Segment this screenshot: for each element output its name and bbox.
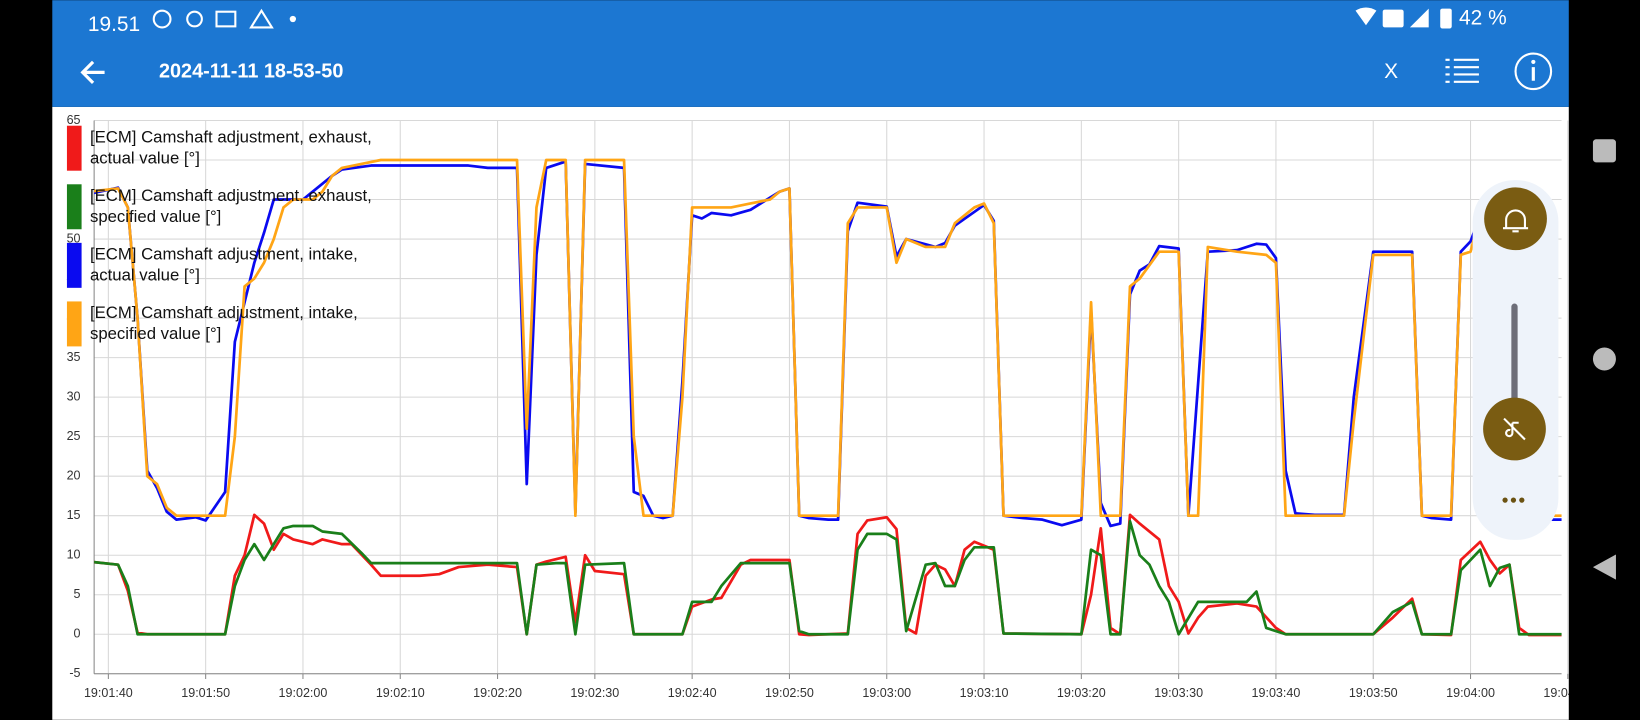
y-tick-label: 15: [67, 508, 81, 522]
x-tick-label: 19:02:10: [376, 686, 425, 700]
x-tick-label: 19:03:00: [862, 686, 911, 700]
y-tick-label: 30: [67, 389, 81, 403]
more-button[interactable]: [1502, 497, 1525, 503]
recents-button[interactable]: [1592, 139, 1616, 163]
y-tick-label: 50: [67, 231, 81, 245]
x-tick-label: 19:01:40: [84, 686, 133, 700]
series-line: [94, 158, 1562, 518]
plot: -50510152025303540455055606519:01:4019:0…: [67, 113, 1593, 700]
app-title: 2024-11-11 18-53-50: [159, 61, 343, 83]
x-tick-label: 19:03:50: [1349, 686, 1398, 700]
y-tick-label: 0: [74, 627, 81, 641]
legend-box: [ECM] Camshaft adjustment, exhaust, actu…: [90, 128, 393, 369]
x-tick-label: 19:03:40: [1252, 686, 1301, 700]
legend-label: [ECM] Camshaft adjustment, intake, actua…: [89, 245, 358, 285]
y-tick-label: -5: [69, 666, 80, 680]
legend-swatch: [66, 125, 82, 171]
x-tick-label: 19:02:40: [668, 686, 717, 700]
y-tick-label: 65: [67, 113, 81, 127]
x-tick-label: 19:03:30: [1154, 686, 1203, 700]
x-tick-label: 19:02:50: [765, 686, 814, 700]
status-right-icons: [1355, 7, 1452, 29]
back-nav-button[interactable]: [1592, 554, 1616, 580]
y-tick-label: 20: [67, 468, 81, 482]
bell-icon: [1502, 209, 1529, 233]
y-tick-label: 35: [67, 350, 81, 364]
app-header: [52, 0, 1569, 107]
status-icons: [152, 8, 274, 29]
x-tick-label: 19:02:00: [279, 686, 328, 700]
close-button[interactable]: X: [1384, 60, 1398, 83]
info-button[interactable]: [1514, 52, 1553, 91]
legend-swatch: [66, 184, 82, 230]
y-tick-label: 10: [67, 548, 81, 562]
x-tick-label: 19:04:00: [1446, 686, 1495, 700]
list-button[interactable]: [1445, 58, 1479, 83]
series-line: [94, 513, 1562, 637]
ring-button[interactable]: [1484, 187, 1547, 251]
x-tick-label: 19:01:50: [181, 686, 230, 700]
series-line: [94, 519, 1562, 636]
status-time: 19.51: [88, 13, 140, 36]
legend-label: [ECM] Camshaft adjustment, intake, speci…: [89, 304, 358, 344]
y-tick-label: 5: [74, 587, 81, 601]
legend-label: [ECM] Camshaft adjustment, exhaust, spec…: [89, 187, 372, 227]
legend-swatch: [66, 301, 82, 347]
legend: [ECM] Camshaft adjustment, exhaust, actu…: [90, 128, 393, 369]
volume-slider[interactable]: [1511, 303, 1518, 419]
battery-level: 42 %: [1459, 7, 1507, 30]
home-button[interactable]: [1592, 347, 1616, 371]
legend-label: [ECM] Camshaft adjustment, exhaust, actu…: [89, 128, 372, 168]
back-button[interactable]: [80, 60, 105, 84]
status-dot: [289, 15, 296, 23]
y-tick-label: 25: [67, 429, 81, 443]
x-tick-label: 19:03:10: [960, 686, 1009, 700]
x-tick-label: 19:03:20: [1057, 686, 1106, 700]
mute-icon: [1503, 417, 1526, 441]
x-tick-label: 19:02:20: [473, 686, 522, 700]
x-tick-label: 19:02:30: [570, 686, 619, 700]
chart-panel: [52, 106, 1569, 720]
legend-swatch: [66, 242, 82, 288]
